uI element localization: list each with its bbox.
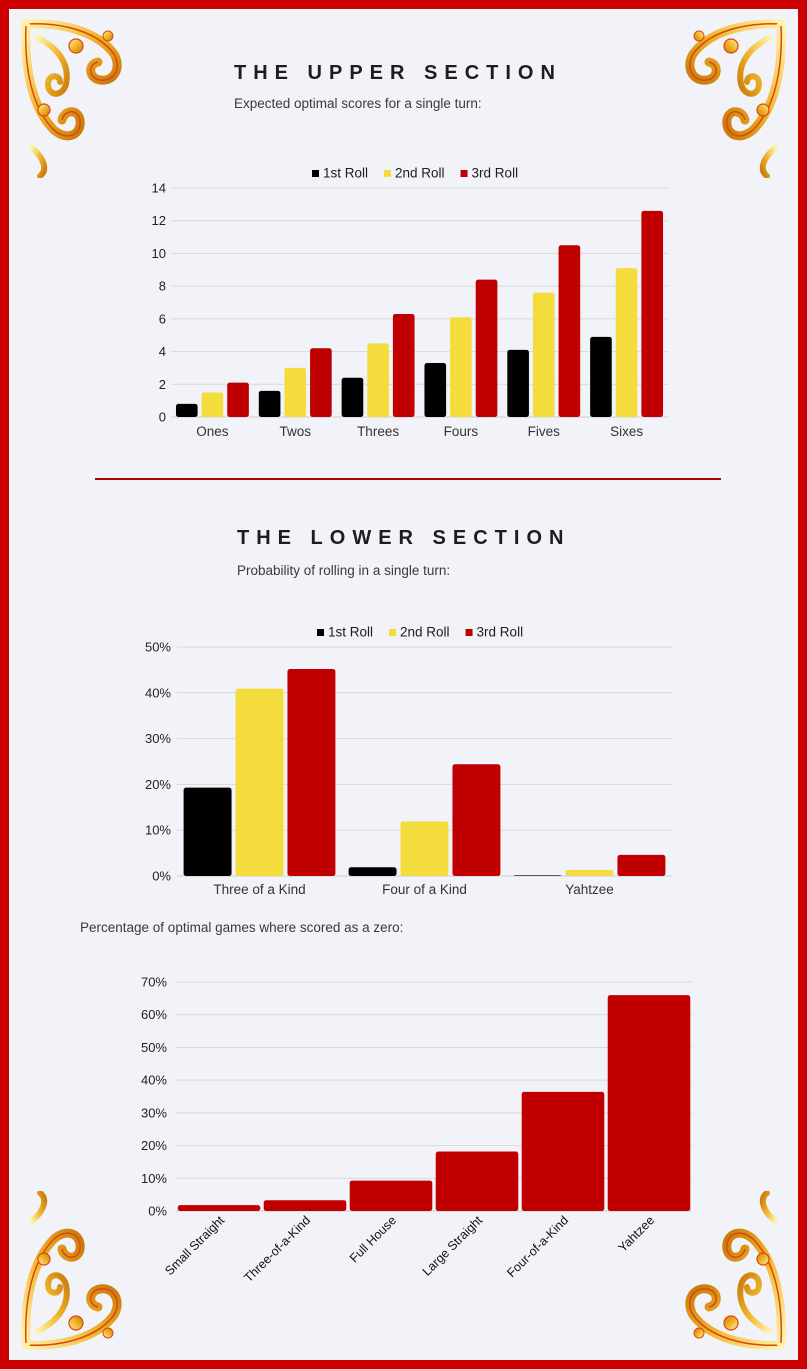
bar-fours-2nd-roll [450,317,472,417]
upper-section-subtitle: Expected optimal scores for a single tur… [234,96,482,111]
legend-swatch-2nd-roll [389,629,397,636]
x-tick-label: Small Straight [162,1213,227,1278]
bar-sixes-2nd-roll [615,268,638,417]
y-tick-label: 60% [141,1007,167,1022]
x-tick-label: Threes [357,424,399,439]
bar-twos-3rd-roll [310,348,332,417]
bar-three-of-a-kind-scored-as-zero [263,1200,347,1211]
bar-fives-2nd-roll [532,292,555,417]
y-tick-label: 0% [152,869,171,884]
bar-yahtzee-3rd-roll [617,854,666,876]
lower-section-chart: 0% 10% 20% 30% 40% 50% Three of a Kind Four of … [145,625,672,897]
x-tick-label: Four-of-a-Kind [504,1213,571,1280]
legend-swatch-1st-roll [317,629,324,636]
lower-section-title: THE LOWER SECTION [237,527,571,549]
bar-large-straight-scored-as-zero [435,1151,519,1211]
x-tick-label: Yahtzee [565,882,614,897]
y-tick-label: 20% [145,777,171,792]
legend-swatch-3rd-roll [465,629,473,636]
bar-threes-3rd-roll [392,313,415,417]
bar-three-of-a-kind-1st-roll [183,787,232,876]
y-tick-label: 6 [159,311,166,326]
y-tick-label: 10 [152,246,166,261]
y-tick-label: 8 [159,279,166,294]
bar-fours-3rd-roll [475,279,498,417]
x-tick-label: Full House [347,1213,399,1265]
legend-label-1st-roll: 1st Roll [323,166,368,181]
legend-swatch-1st-roll [312,170,319,177]
bar-sixes-3rd-roll [641,210,664,417]
bar-ones-1st-roll [175,403,198,417]
bar-threes-1st-roll [341,377,364,417]
upper-section-chart: 0 2 4 6 8 10 12 14 Ones Twos Threes Fours Fives Sixes… [152,166,668,439]
x-tick-label: Four of a Kind [382,882,467,897]
zero-score-subtitle: Percentage of optimal games where scored… [80,920,404,935]
legend-swatch-2nd-roll [384,170,392,177]
y-tick-label: 10% [141,1171,167,1186]
legend-label-3rd-roll: 3rd Roll [472,166,519,181]
bar-three-of-a-kind-3rd-roll [287,668,336,876]
x-tick-label: Three-of-a-Kind [241,1213,313,1285]
bar-yahtzee-1st-roll [513,875,562,876]
bar-fives-1st-roll [507,349,529,417]
bar-yahtzee-2nd-roll [565,870,614,876]
y-tick-label: 30% [145,731,171,746]
bar-three-of-a-kind-2nd-roll [235,688,284,876]
y-tick-label: 2 [159,377,166,392]
y-tick-label: 40% [141,1073,167,1088]
y-tick-label: 70% [141,975,167,990]
x-tick-label: Large Straight [420,1213,486,1279]
y-tick-label: 40% [145,685,171,700]
x-tick-label: Fours [444,424,479,439]
y-tick-label: 20% [141,1138,167,1153]
upper-section-title: THE UPPER SECTION [234,62,562,84]
bar-twos-2nd-roll [284,367,307,417]
zero-score-chart: 0% 10% 20% 30% 40% 50% 60% 70% Small Straight Thr… [141,975,692,1285]
y-tick-label: 4 [159,344,166,359]
bar-four-of-a-kind-2nd-roll [400,821,449,876]
y-tick-label: 30% [141,1105,167,1120]
bar-ones-2nd-roll [201,392,224,417]
bar-fours-1st-roll [424,363,447,417]
x-tick-label: Fives [528,424,561,439]
bar-yahtzee-scored-as-zero [607,995,691,1211]
legend-label-2nd-roll: 2nd Roll [400,625,450,640]
x-tick-label: Three of a Kind [213,882,305,897]
x-tick-label: Twos [279,424,311,439]
bar-fives-3rd-roll [558,245,581,417]
y-tick-label: 14 [152,181,166,196]
bar-four-of-a-kind-1st-roll [348,867,397,876]
bar-four-of-a-kind-scored-as-zero [521,1091,605,1211]
y-tick-label: 50% [141,1040,167,1055]
bar-twos-1st-roll [258,390,281,417]
legend-label-1st-roll: 1st Roll [328,625,373,640]
bar-sixes-1st-roll [590,336,612,417]
y-tick-label: 10% [145,823,171,838]
legend-label-3rd-roll: 3rd Roll [477,625,524,640]
bar-ones-3rd-roll [227,382,249,417]
bar-small-straight-scored-as-zero [177,1205,261,1211]
y-tick-label: 12 [152,213,166,228]
y-tick-label: 0 [159,410,166,425]
lower-section-subtitle: Probability of rolling in a single turn: [237,563,451,578]
section-divider [95,478,721,480]
bar-threes-2nd-roll [367,343,389,417]
y-tick-label: 50% [145,640,171,655]
x-tick-label: Ones [196,424,229,439]
y-tick-label: 0% [148,1204,167,1219]
bar-full-house-scored-as-zero [349,1180,433,1211]
x-tick-label: Yahtzee [615,1213,657,1255]
legend-swatch-3rd-roll [460,170,468,177]
bar-four-of-a-kind-3rd-roll [452,764,501,876]
x-tick-label: Sixes [610,424,643,439]
legend-label-2nd-roll: 2nd Roll [395,166,445,181]
